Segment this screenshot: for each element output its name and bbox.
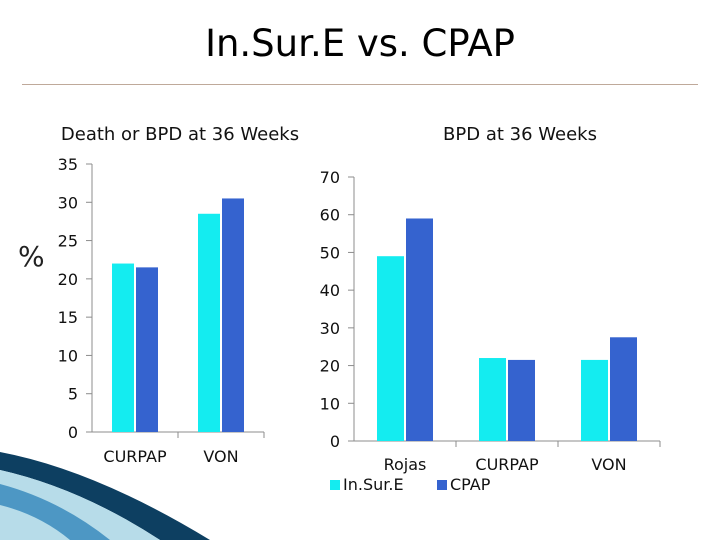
y-tick-label: 5: [68, 385, 78, 404]
chart-bpd: BPD at 36 Weeks 0 10 20 30 40 50 60 70 Rojas CURPA…: [320, 124, 661, 494]
x-tick-label: CURPAP: [103, 447, 167, 466]
x-tick-label: VON: [591, 455, 626, 474]
x-tick-label: Rojas: [384, 455, 427, 474]
y-tick-label: 70: [320, 168, 340, 187]
title-divider: [22, 84, 698, 85]
bar-cpap-von: [222, 198, 244, 432]
bar-insure-curpap: [479, 358, 506, 441]
bar-cpap-rojas: [406, 218, 433, 441]
chart-death-or-bpd: Death or BPD at 36 Weeks 0 5 10 15 20 25 30 35 CU…: [58, 124, 299, 466]
y-tick-label: 0: [68, 423, 78, 442]
y-tick-label: 0: [330, 432, 340, 451]
bar-insure-von: [581, 359, 608, 441]
chart-title: Death or BPD at 36 Weeks: [61, 124, 299, 145]
y-tick-label: 30: [320, 319, 340, 338]
y-tick-label: 60: [320, 206, 340, 225]
y-tick-label: 10: [58, 346, 78, 365]
legend-swatch: [437, 480, 447, 490]
swoosh-band: [0, 484, 110, 540]
swoosh-light: [0, 470, 160, 540]
corner-decoration: [0, 452, 210, 540]
y-tick-label: 10: [320, 394, 340, 413]
bar-cpap-von: [610, 337, 637, 441]
bar-cpap-curpap: [508, 359, 535, 441]
y-tick-label: 20: [58, 270, 78, 289]
bar-insure-von: [198, 213, 220, 432]
y-tick-label: 25: [58, 232, 78, 251]
slide-title: In.Sur.E vs. CPAP: [205, 22, 515, 65]
legend-label: CPAP: [450, 475, 491, 494]
chart-title: BPD at 36 Weeks: [443, 124, 597, 145]
bar-cpap-curpap: [136, 267, 158, 432]
bar-insure-curpap: [112, 263, 134, 432]
swoosh-dark: [0, 452, 210, 540]
y-tick-label: 20: [320, 357, 340, 376]
legend-label: In.Sur.E: [343, 475, 404, 494]
x-tick-label: CURPAP: [475, 455, 539, 474]
y-tick-label: 30: [58, 193, 78, 212]
y-unit-label: %: [18, 240, 45, 273]
y-tick-label: 40: [320, 281, 340, 300]
legend-swatch: [330, 480, 340, 490]
y-tick-label: 15: [58, 308, 78, 327]
y-tick-label: 50: [320, 243, 340, 262]
bar-insure-rojas: [377, 256, 404, 441]
x-tick-label: VON: [203, 447, 238, 466]
y-tick-label: 35: [58, 155, 78, 174]
